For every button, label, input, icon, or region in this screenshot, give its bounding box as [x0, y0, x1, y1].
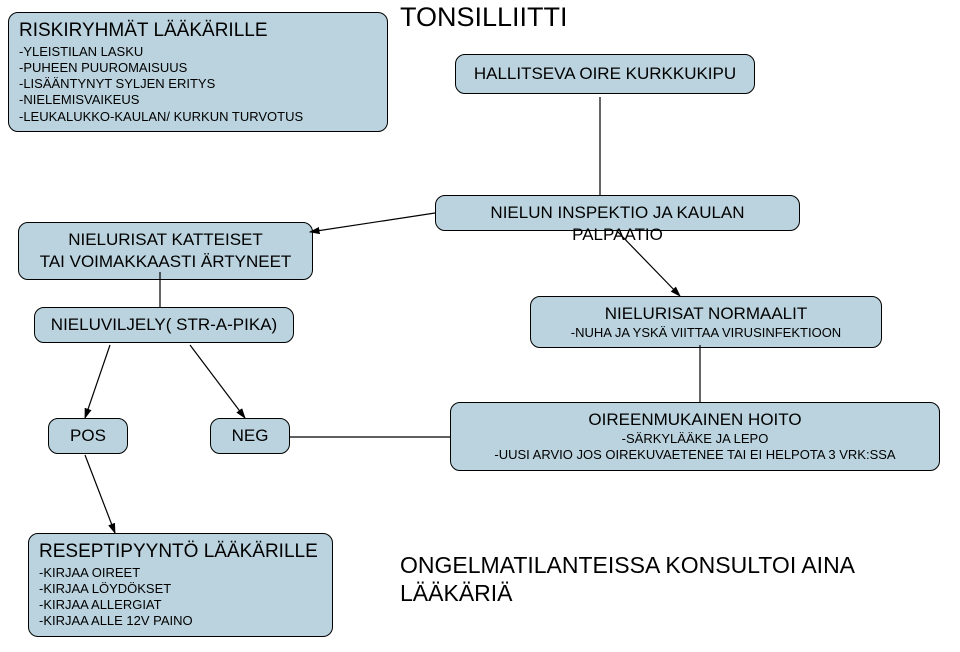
katteiset-l2: TAI VOIMAKKAASTI ÄRTYNEET — [29, 251, 302, 273]
node-inspektio: NIELUN INSPEKTIO JA KAULAN PALPAATIO — [435, 195, 800, 231]
page-title: TONSILLIITTI — [400, 2, 568, 33]
risk-line: -LEUKALUKKO-KAULAN/ KURKUN TURVOTUS — [19, 109, 377, 125]
node-resepti: RESEPTIPYYNTÖ LÄÄKÄRILLE -KIRJAA OIREET … — [28, 533, 333, 637]
node-neg: NEG — [210, 418, 290, 454]
node-viljely: NIELUVILJELY( STR-A-PIKA) — [34, 307, 294, 343]
normaalit-l2: -NUHA JA YSKÄ VIITTAA VIRUSINFEKTIOON — [541, 325, 871, 341]
katteiset-l1: NIELURISAT KATTEISET — [29, 229, 302, 251]
resepti-line: -KIRJAA ALLE 12V PAINO — [39, 613, 322, 629]
node-oire: HALLITSEVA OIRE KURKKUKIPU — [455, 54, 755, 94]
risk-heading: RISKIRYHMÄT LÄÄKÄRILLE — [19, 19, 377, 44]
node-katteiset: NIELURISAT KATTEISET TAI VOIMAKKAASTI ÄR… — [18, 222, 313, 280]
resepti-line: -KIRJAA OIREET — [39, 565, 322, 581]
node-risk: RISKIRYHMÄT LÄÄKÄRILLE -YLEISTILAN LASKU… — [8, 12, 388, 132]
node-pos: POS — [48, 418, 128, 454]
resepti-line: -KIRJAA LÖYDÖKSET — [39, 581, 322, 597]
node-ongelma: ONGELMATILANTEISSA KONSULTOI AINA LÄÄKÄR… — [400, 552, 855, 607]
risk-line: -LISÄÄNTYNYT SYLJEN ERITYS — [19, 76, 377, 92]
risk-line: -YLEISTILAN LASKU — [19, 44, 377, 60]
hoito-l3: -UUSI ARVIO JOS OIREKUVAETENEE TAI EI HE… — [461, 447, 929, 463]
risk-line: -PUHEEN PUUROMAISUUS — [19, 60, 377, 76]
resepti-line: -KIRJAA ALLERGIAT — [39, 597, 322, 613]
ongelma-l1: ONGELMATILANTEISSA KONSULTOI AINA — [400, 552, 855, 580]
risk-line: -NIELEMISVAIKEUS — [19, 92, 377, 108]
ongelma-l2: LÄÄKÄRIÄ — [400, 580, 855, 608]
resepti-heading: RESEPTIPYYNTÖ LÄÄKÄRILLE — [39, 540, 322, 565]
node-hoito: OIREENMUKAINEN HOITO -SÄRKYLÄÄKE JA LEPO… — [450, 402, 940, 471]
hoito-l1: OIREENMUKAINEN HOITO — [461, 409, 929, 431]
hoito-l2: -SÄRKYLÄÄKE JA LEPO — [461, 431, 929, 447]
node-normaalit: NIELURISAT NORMAALIT -NUHA JA YSKÄ VIITT… — [530, 296, 882, 348]
normaalit-l1: NIELURISAT NORMAALIT — [541, 303, 871, 325]
